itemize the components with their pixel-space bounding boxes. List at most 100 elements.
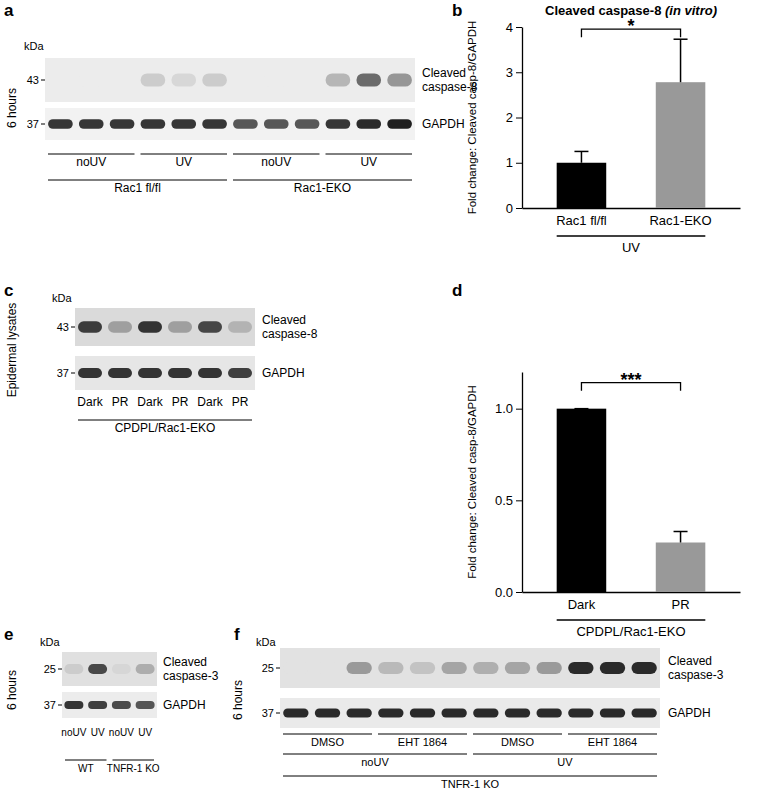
band xyxy=(442,709,467,718)
blot-background xyxy=(280,698,660,728)
band xyxy=(64,664,83,674)
band xyxy=(410,709,435,718)
band xyxy=(347,662,372,674)
band xyxy=(295,73,320,86)
band xyxy=(410,662,435,674)
y-tick-label: 2 xyxy=(506,110,513,125)
band xyxy=(283,709,308,718)
group-line xyxy=(283,754,467,755)
band xyxy=(110,73,135,86)
kda-value: 37 xyxy=(57,367,69,379)
band xyxy=(473,662,498,674)
band xyxy=(378,662,403,674)
kda-tick xyxy=(58,705,62,706)
band xyxy=(64,701,83,709)
band xyxy=(233,73,258,86)
y-tick: 0.5 xyxy=(495,493,522,508)
blot-background xyxy=(62,652,157,686)
y-axis-title: Fold change: Cleaved casp-8/GAPDH xyxy=(466,21,478,215)
side-label: 6 hours xyxy=(5,670,19,710)
band xyxy=(168,321,192,332)
panel-letter: b xyxy=(452,1,462,20)
row-label: GAPDH xyxy=(262,366,305,380)
kda-tick xyxy=(71,373,75,374)
y-tick-mark xyxy=(516,163,522,164)
x-axis: DarkPR xyxy=(523,593,741,613)
x-tick-label: Rac1-EKO xyxy=(649,213,711,228)
panel-letter: d xyxy=(452,281,462,300)
group-line xyxy=(378,734,467,735)
lane-label: UV xyxy=(138,727,152,738)
band xyxy=(233,119,258,129)
band xyxy=(79,73,104,86)
band xyxy=(198,368,222,378)
y-tick: 1.0 xyxy=(495,401,522,416)
band xyxy=(387,73,412,86)
x-tick-label: Rac1 fl/fl xyxy=(556,213,607,228)
band xyxy=(632,709,657,718)
y-tick-label: 1 xyxy=(506,155,513,170)
lane-label: WT xyxy=(78,763,94,774)
blot-panel: fkDa6 hours25Cleavedcaspase-337GAPDHDMSO… xyxy=(231,625,724,790)
error-bar xyxy=(674,532,688,543)
kda-tick xyxy=(276,668,280,669)
lane-label: UV xyxy=(360,155,377,169)
x-axis-title: UV xyxy=(622,240,640,255)
group-line xyxy=(283,776,657,777)
group-line xyxy=(283,734,372,735)
y-tick-mark xyxy=(516,592,522,593)
kda-value: 37 xyxy=(262,707,274,719)
lane-label: noUV xyxy=(261,155,291,169)
group-line xyxy=(65,760,107,761)
panel-letter: a xyxy=(4,1,14,20)
row-label: Cleavedcaspase-3 xyxy=(668,654,724,682)
y-tick-mark xyxy=(516,500,522,501)
y-tick-mark xyxy=(516,208,522,209)
kda-tick xyxy=(71,327,75,328)
band xyxy=(283,662,308,674)
kda-value: 37 xyxy=(44,699,56,711)
y-tick-mark xyxy=(516,118,522,119)
error-bar xyxy=(574,151,588,162)
y-tick-label: 3 xyxy=(506,65,513,80)
band xyxy=(600,709,625,718)
lane-label: Dark xyxy=(197,395,223,409)
lane-label: PR xyxy=(172,395,189,409)
band xyxy=(537,709,562,718)
band xyxy=(79,119,104,129)
row-label: GAPDH xyxy=(668,706,711,720)
x-tick: Rac1-EKO xyxy=(649,213,711,228)
band xyxy=(632,662,657,674)
error-stem xyxy=(680,39,682,82)
band xyxy=(198,321,222,332)
kda-value: 43 xyxy=(27,74,39,86)
band xyxy=(171,73,196,86)
y-tick: 3 xyxy=(506,65,522,80)
y-tick-label: 1.0 xyxy=(495,401,513,416)
significance-label: *** xyxy=(620,370,641,390)
band xyxy=(295,119,320,129)
band xyxy=(315,709,340,718)
kda-value: 37 xyxy=(27,118,39,130)
kda-label: kDa xyxy=(40,636,60,648)
lane-label: Rac1 fl/fl xyxy=(114,181,161,195)
band xyxy=(505,662,530,674)
lane-label: UV xyxy=(91,727,105,738)
band xyxy=(48,119,73,129)
band xyxy=(600,662,625,674)
band xyxy=(112,701,131,709)
band xyxy=(78,321,102,332)
x-tick: Dark xyxy=(568,597,596,612)
band xyxy=(326,73,351,86)
lane-label: UV xyxy=(557,756,573,768)
row-label: GAPDH xyxy=(422,117,465,131)
error-stem xyxy=(581,151,583,162)
band xyxy=(108,368,132,378)
band xyxy=(136,701,155,709)
group-line xyxy=(473,734,562,735)
lane-label: EHT 1864 xyxy=(588,736,637,748)
blot-background xyxy=(45,108,415,140)
band xyxy=(568,709,593,718)
significance-label: * xyxy=(627,16,634,36)
error-cap xyxy=(574,408,588,410)
